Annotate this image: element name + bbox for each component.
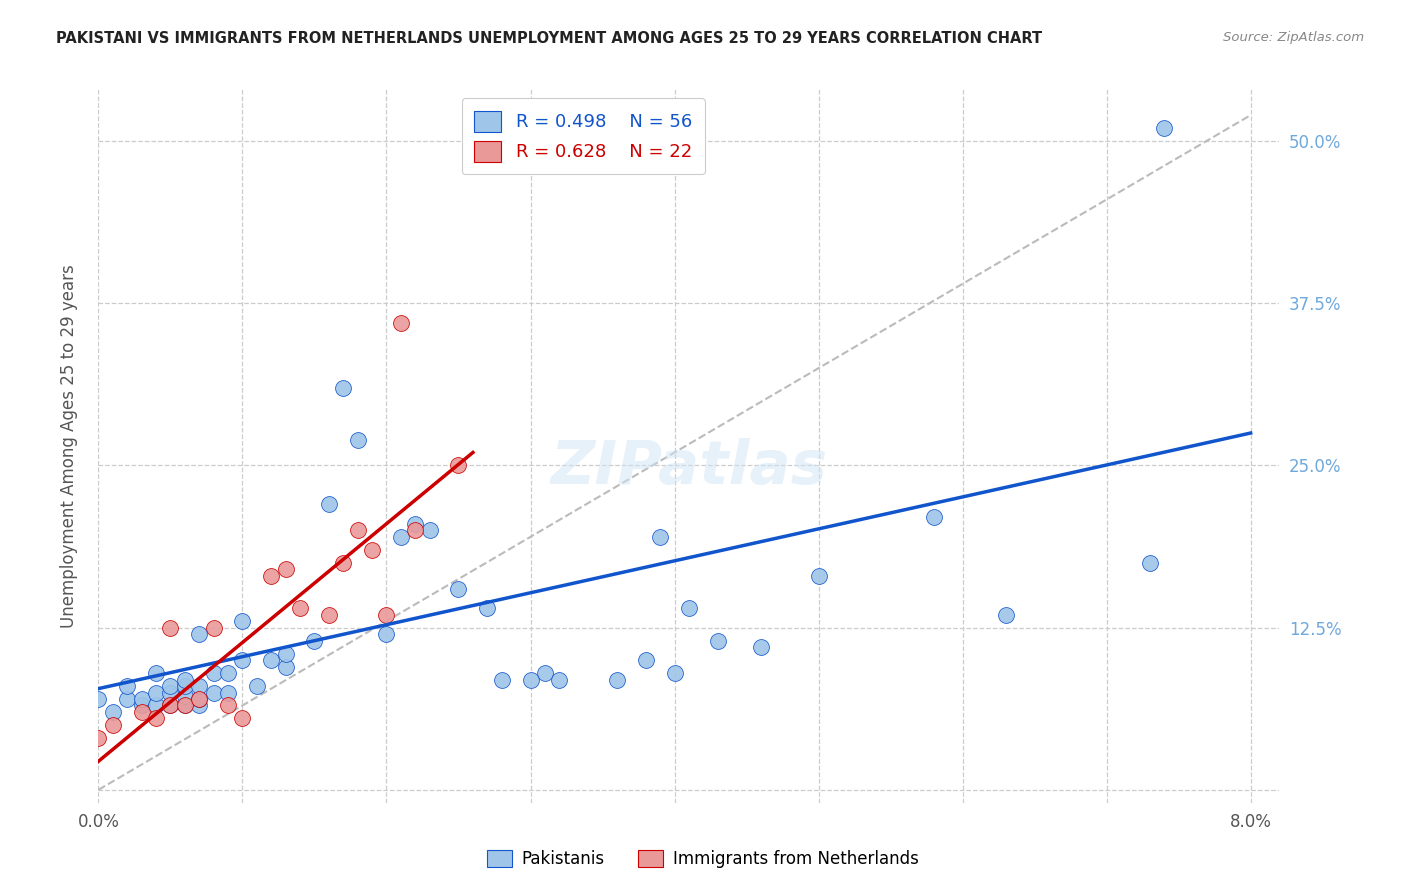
Point: [145, 698, 167, 713]
Point: [173, 698, 195, 713]
Point: [548, 673, 571, 687]
Point: [260, 653, 283, 667]
Point: [202, 621, 225, 635]
Point: [231, 653, 253, 667]
Point: [361, 542, 384, 557]
Point: [274, 659, 297, 673]
Point: [115, 679, 138, 693]
Point: [188, 679, 211, 693]
Point: [145, 685, 167, 699]
Y-axis label: Unemployment Among Ages 25 to 29 years: Unemployment Among Ages 25 to 29 years: [59, 264, 77, 628]
Point: [332, 381, 354, 395]
Legend: Pakistanis, Immigrants from Netherlands: Pakistanis, Immigrants from Netherlands: [481, 843, 925, 875]
Point: [447, 458, 470, 473]
Point: [706, 633, 728, 648]
Point: [173, 679, 195, 693]
Point: [87, 692, 110, 706]
Point: [419, 524, 441, 538]
Point: [115, 692, 138, 706]
Point: [346, 433, 368, 447]
Point: [491, 673, 513, 687]
Point: [606, 673, 628, 687]
Point: [188, 692, 211, 706]
Point: [87, 731, 110, 745]
Point: [749, 640, 772, 654]
Point: [922, 510, 945, 524]
Point: [389, 316, 412, 330]
Point: [231, 711, 253, 725]
Point: [332, 556, 354, 570]
Point: [173, 673, 195, 687]
Point: [188, 692, 211, 706]
Point: [318, 607, 340, 622]
Point: [202, 685, 225, 699]
Point: [173, 690, 195, 704]
Point: [131, 698, 153, 713]
Text: ZIPatlas: ZIPatlas: [550, 438, 828, 497]
Point: [260, 568, 283, 582]
Point: [288, 601, 311, 615]
Point: [634, 653, 657, 667]
Point: [375, 607, 398, 622]
Point: [188, 627, 211, 641]
Point: [145, 666, 167, 681]
Point: [145, 711, 167, 725]
Point: [217, 698, 239, 713]
Point: [678, 601, 700, 615]
Point: [101, 718, 124, 732]
Point: [159, 679, 181, 693]
Point: [304, 633, 326, 648]
Text: PAKISTANI VS IMMIGRANTS FROM NETHERLANDS UNEMPLOYMENT AMONG AGES 25 TO 29 YEARS : PAKISTANI VS IMMIGRANTS FROM NETHERLANDS…: [56, 31, 1042, 46]
Point: [807, 568, 830, 582]
Point: [274, 562, 297, 576]
Point: [101, 705, 124, 719]
Legend: R = 0.498    N = 56, R = 0.628    N = 22: R = 0.498 N = 56, R = 0.628 N = 22: [461, 98, 704, 174]
Point: [231, 614, 253, 628]
Point: [246, 679, 269, 693]
Point: [159, 621, 181, 635]
Point: [173, 698, 195, 713]
Point: [1153, 121, 1175, 136]
Point: [1139, 556, 1161, 570]
Point: [217, 666, 239, 681]
Point: [994, 607, 1017, 622]
Point: [664, 666, 686, 681]
Point: [131, 692, 153, 706]
Point: [318, 497, 340, 511]
Point: [404, 524, 426, 538]
Point: [404, 516, 426, 531]
Point: [159, 685, 181, 699]
Point: [519, 673, 541, 687]
Point: [650, 530, 672, 544]
Point: [274, 647, 297, 661]
Point: [159, 698, 181, 713]
Point: [202, 666, 225, 681]
Point: [217, 685, 239, 699]
Point: [477, 601, 499, 615]
Point: [188, 698, 211, 713]
Point: [346, 524, 368, 538]
Point: [131, 705, 153, 719]
Point: [159, 698, 181, 713]
Point: [389, 530, 412, 544]
Point: [534, 666, 557, 681]
Text: Source: ZipAtlas.com: Source: ZipAtlas.com: [1223, 31, 1364, 45]
Point: [375, 627, 398, 641]
Point: [447, 582, 470, 596]
